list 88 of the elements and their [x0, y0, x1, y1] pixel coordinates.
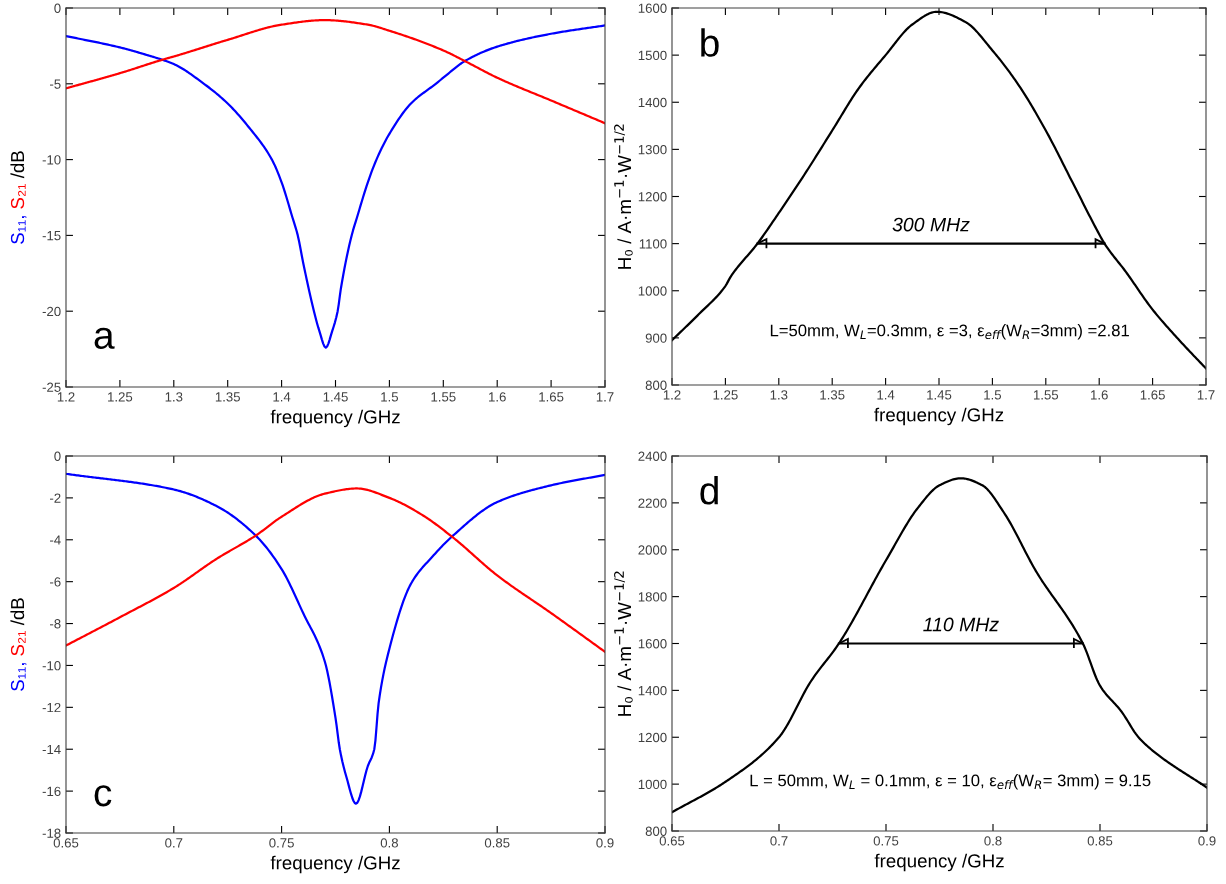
x-tick-label: 1.25	[108, 392, 133, 402]
text: S₁₁,	[10, 216, 27, 244]
x-tick-label: 1.7	[1197, 390, 1215, 400]
x-tick-label: 0.9	[596, 838, 614, 848]
x-tick-label: 1.2	[57, 392, 75, 402]
y-tick-label: 1400	[638, 97, 667, 108]
x-tick-label: 1.35	[215, 392, 240, 402]
y-tick-label: 0	[54, 451, 61, 461]
x-tick-label: 0.85	[484, 838, 510, 848]
text: S₂₁	[10, 183, 26, 209]
y-tick-label: 1500	[638, 50, 667, 61]
y-tick-label: 900	[645, 333, 667, 343]
x-tick-label: 1.6	[489, 392, 506, 402]
x-axis-title: frequency /GHz	[270, 855, 400, 874]
y-axis-title: /dB	[10, 151, 25, 179]
x-tick-label: 0.75	[873, 836, 899, 846]
y-tick-label: -14	[42, 744, 61, 754]
x-tick-label: 1.4	[877, 390, 895, 400]
y-tick-label: 1600	[638, 639, 667, 649]
y-tick-label: -20	[42, 306, 61, 317]
y-tick-label: -2	[49, 493, 61, 503]
y-axis-title: H₀ / A·m$^{−1}$·W$^{−1/2}$	[614, 124, 633, 269]
annotation: a	[94, 327, 115, 349]
y-tick-label: -25	[42, 382, 61, 392]
x-tick-label: 1.4	[273, 392, 291, 402]
y-tick-label: 2000	[638, 545, 667, 555]
x-tick-label: 0.65	[53, 838, 79, 848]
annotation: d	[700, 476, 718, 505]
annotation: 300 MHz	[892, 217, 970, 232]
x-tick-label: 0.8	[984, 836, 1002, 846]
y-tick-label: 1100	[639, 239, 667, 249]
y-tick-label: -18	[42, 828, 61, 838]
y-tick-label: 1200	[638, 732, 667, 743]
y-tick-label: -16	[42, 786, 61, 797]
y-axis-title: H₀ / A·m$^{−1}$·W$^{−1/2}$	[614, 571, 633, 716]
x-tick-label: 0.75	[269, 838, 294, 848]
x-tick-label: 1.25	[713, 390, 738, 400]
y-axis-title: /dB	[10, 598, 25, 626]
x-axis-title: frequency /GHz	[270, 409, 400, 428]
y-tick-label: -6	[49, 577, 61, 587]
y-tick-label: 1200	[638, 192, 667, 202]
x-axis-title: frequency /GHz	[874, 407, 1004, 426]
x-tick-label: 0.65	[659, 836, 685, 846]
y-tick-label: 2200	[638, 498, 667, 508]
y-tick-label: 1400	[638, 685, 667, 696]
text: S₂₁	[10, 630, 26, 656]
annotation: b	[701, 28, 719, 57]
y-tick-label: 1300	[638, 144, 667, 155]
x-tick-label: 1.5	[984, 390, 1002, 400]
y-tick-label: -12	[42, 702, 61, 713]
x-tick-label: 1.55	[431, 392, 456, 402]
y-tick-label: 0	[54, 3, 61, 13]
y-tick-label: 1800	[638, 592, 667, 602]
x-tick-label: 0.8	[380, 838, 398, 848]
y-tick-label: -4	[49, 535, 61, 545]
x-tick-label: 0.9	[1198, 836, 1216, 846]
x-tick-label: 1.55	[1033, 390, 1059, 400]
x-tick-label: 0.85	[1087, 836, 1113, 846]
x-tick-label: 1.7	[596, 392, 614, 402]
x-tick-label: 1.45	[323, 392, 348, 402]
y-tick-label: 800	[645, 380, 667, 390]
x-tick-label: 1.6	[1091, 390, 1108, 400]
y-tick-label: 1000	[638, 286, 667, 296]
y-tick-label: 800	[645, 826, 667, 836]
x-tick-label: 1.65	[539, 392, 564, 402]
x-tick-label: 1.5	[381, 392, 399, 402]
x-tick-label: 1.2	[663, 390, 681, 400]
x-tick-label: 1.45	[927, 390, 952, 400]
x-tick-label: 0.7	[770, 836, 788, 846]
y-tick-label: -5	[49, 79, 61, 89]
y-tick-label: 2400	[638, 451, 667, 461]
y-tick-label: -10	[42, 155, 61, 165]
annotation: L = 50mm, W$_{L}$ = 0.1mm, ε = 10, ε$_{eff}$(W$_{R}$= 3mm) = 9.15	[750, 774, 1151, 790]
text: S₁₁,	[10, 663, 27, 691]
y-tick-label: -15	[42, 231, 61, 241]
annotation: L=50mm, W$_{L}$=0.3mm, ε =3, ε$_{eff}$(W$_{R}$=3mm) =2.81	[770, 324, 1129, 340]
y-tick-label: 1600	[638, 3, 667, 13]
annotation: c	[94, 785, 112, 807]
x-tick-label: 1.65	[1140, 390, 1165, 400]
y-tick-label: 1000	[638, 779, 667, 790]
x-tick-label: 1.35	[820, 390, 845, 400]
x-tick-label: 1.3	[165, 392, 183, 402]
y-tick-label: -8	[49, 619, 61, 629]
x-tick-label: 1.3	[770, 390, 788, 400]
x-axis-title: frequency /GHz	[874, 853, 1004, 872]
y-tick-label: -10	[42, 661, 61, 671]
annotation: 110 MHz	[923, 617, 999, 632]
x-tick-label: 0.7	[165, 838, 183, 848]
